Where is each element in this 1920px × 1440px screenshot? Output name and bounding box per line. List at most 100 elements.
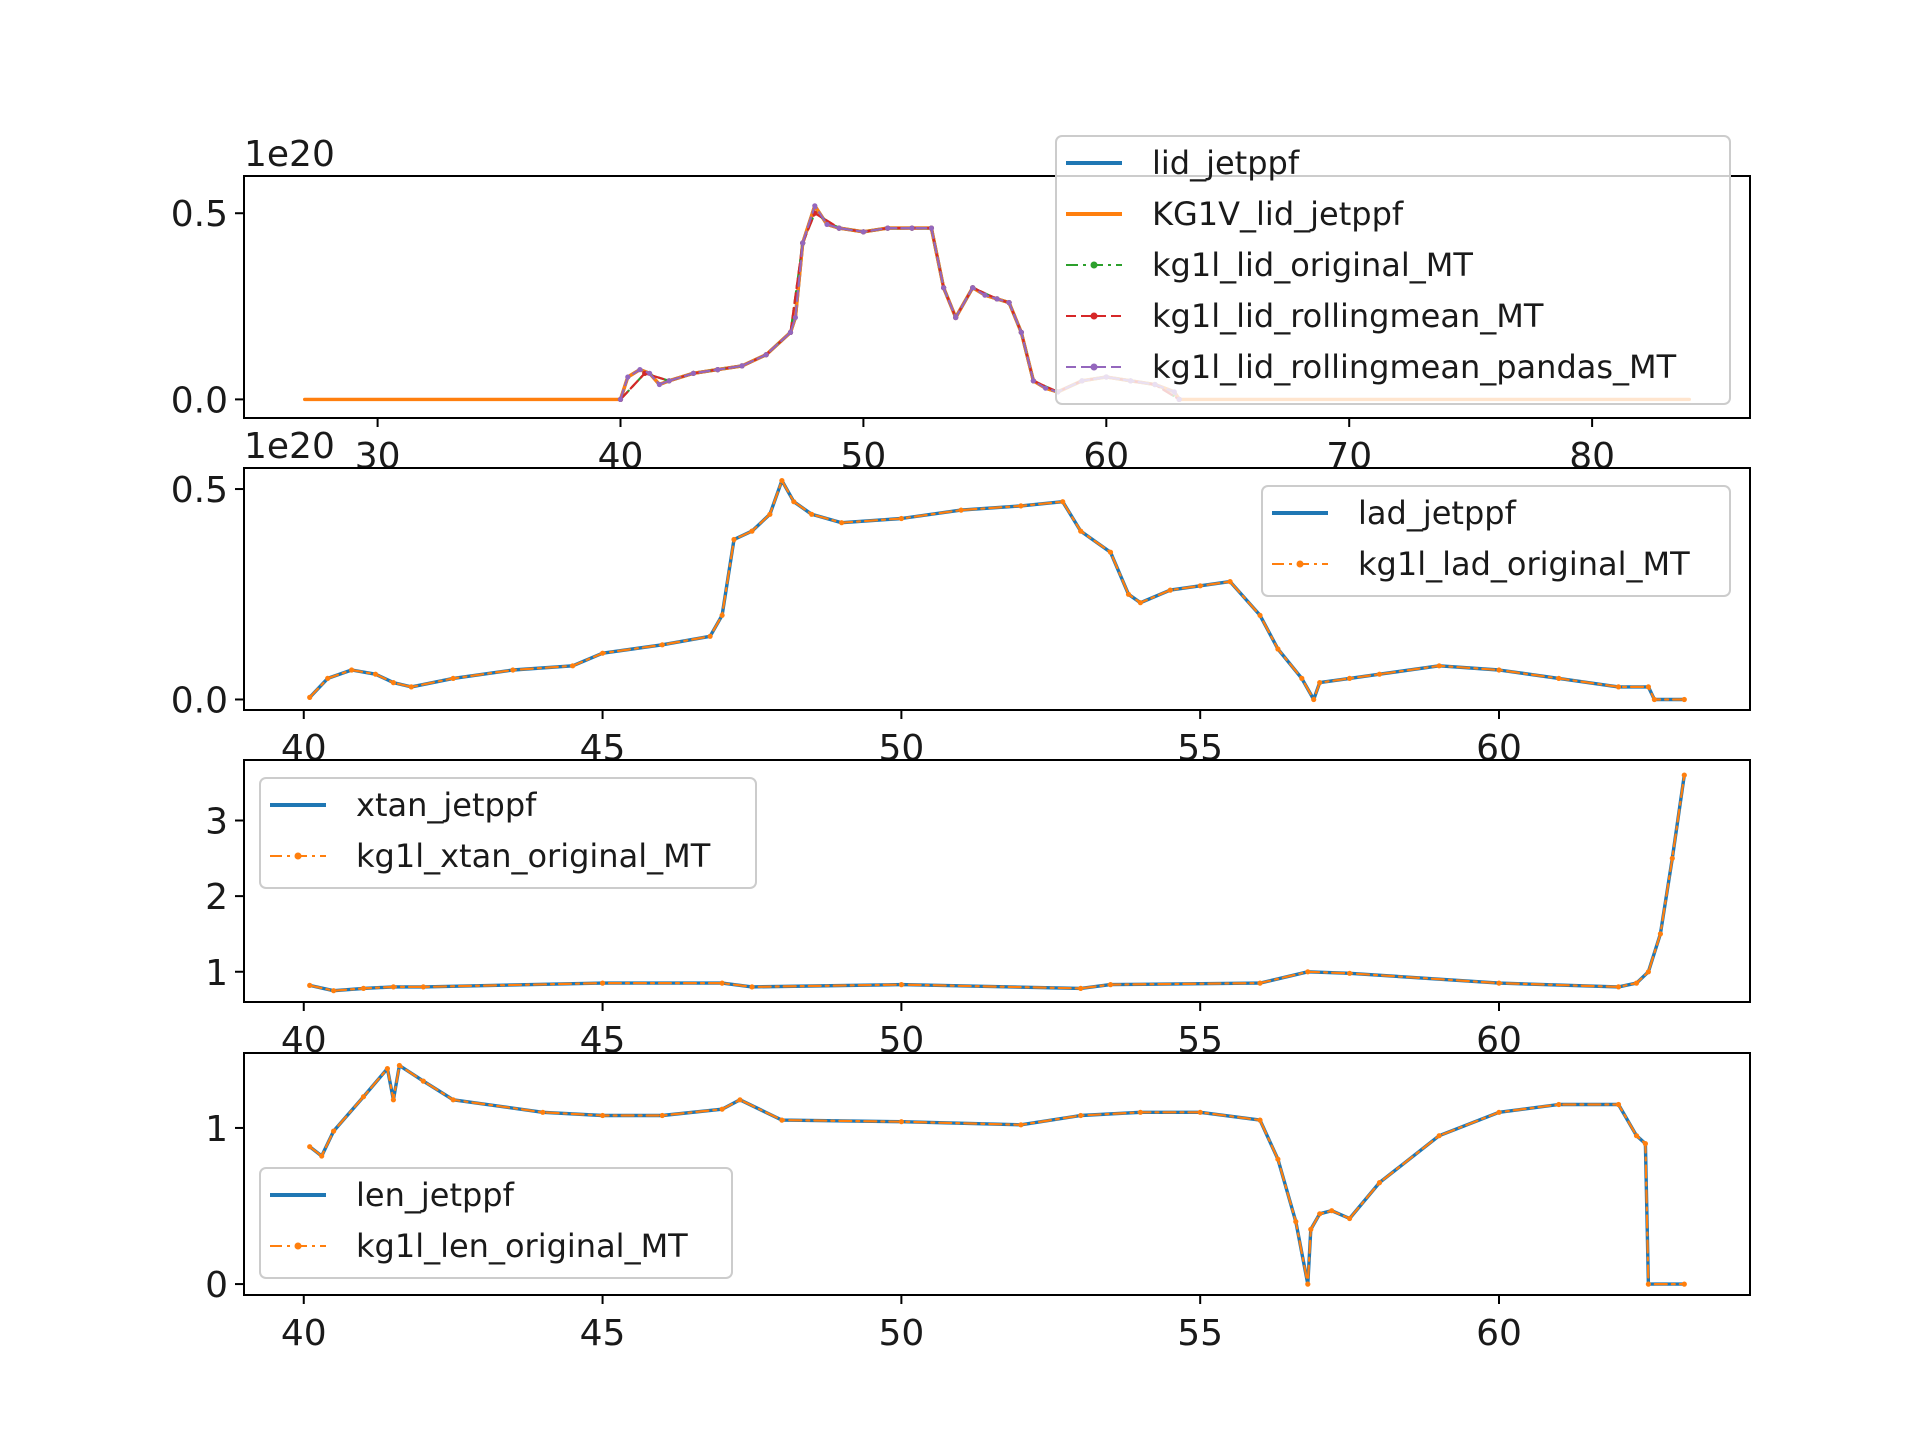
y-offset-label: 1e20 — [244, 134, 335, 175]
data-point-kg1l_len_original_MT — [1018, 1122, 1024, 1128]
data-point-kg1l_len_original_MT — [779, 1117, 785, 1123]
legend: len_jetppf kg1l_len_original_MT — [259, 1167, 733, 1279]
data-point-kg1l_lad_original_MT — [1556, 675, 1562, 682]
data-point-kg1l_lid_rollingmean_pandas_MT — [812, 203, 818, 209]
data-point-kg1l_xtan_original_MT — [898, 982, 905, 988]
data-point-kg1l_xtan_original_MT — [307, 982, 313, 989]
data-point-kg1l_lad_original_MT — [1317, 680, 1323, 686]
data-point-kg1l_xtan_original_MT — [1633, 980, 1640, 986]
data-point-kg1l_len_original_MT — [384, 1066, 390, 1072]
data-point-kg1l_len_original_MT — [1681, 1281, 1687, 1287]
data-point-kg1l_lid_rollingmean_pandas_MT — [690, 370, 697, 376]
data-point-kg1l_len_original_MT — [1376, 1180, 1383, 1186]
x-tick-label: 40 — [281, 1020, 327, 1061]
data-point-kg1l_len_original_MT — [1436, 1133, 1442, 1139]
data-point-kg1l_len_original_MT — [307, 1144, 313, 1150]
data-point-kg1l_len_original_MT — [1329, 1208, 1335, 1214]
data-point-kg1l_len_original_MT — [390, 1097, 396, 1103]
data-point-kg1l_len_original_MT — [1556, 1101, 1562, 1108]
data-point-kg1l_lad_original_MT — [1376, 671, 1383, 677]
data-point-kg1l_lad_original_MT — [390, 680, 396, 686]
data-point-kg1l_lid_rollingmean_pandas_MT — [928, 225, 935, 231]
data-point-kg1l_len_original_MT — [659, 1112, 665, 1119]
data-point-kg1l_lad_original_MT — [719, 612, 725, 618]
data-point-kg1l_lid_rollingmean_pandas_MT — [792, 314, 799, 321]
legend: xtan_jetppf kg1l_xtan_original_MT — [259, 777, 757, 889]
data-point-kg1l_lid_rollingmean_pandas_MT — [1018, 329, 1024, 335]
y-tick-label: 0.5 — [171, 470, 228, 511]
legend-marker — [294, 852, 302, 860]
data-point-kg1l_xtan_original_MT — [1347, 970, 1353, 976]
axes-frame — [243, 467, 1751, 711]
data-point-kg1l_len_original_MT — [1275, 1156, 1281, 1162]
legend-label: kg1l_lid_rollingmean_pandas_MT — [1152, 348, 1677, 386]
x-tick-label: 80 — [1569, 436, 1615, 477]
data-point-kg1l_lad_original_MT — [958, 507, 964, 513]
data-point-kg1l_len_original_MT — [1642, 1141, 1648, 1147]
data-point-kg1l_xtan_original_MT — [600, 980, 606, 986]
x-tick-label: 50 — [878, 728, 924, 769]
data-point-kg1l_xtan_original_MT — [1305, 969, 1311, 975]
y-tick-label: 1 — [205, 1109, 228, 1150]
subplot-3: 40 45 50 55 60 1 2 3 — [205, 759, 1751, 1061]
data-point-kg1l_xtan_original_MT — [420, 984, 426, 990]
data-point-kg1l_lad_original_MT — [600, 650, 606, 656]
data-point-kg1l_len_original_MT — [396, 1062, 402, 1069]
data-point-kg1l_xtan_original_MT — [1107, 982, 1114, 988]
data-point-kg1l_lad_original_MT — [1651, 696, 1657, 703]
data-point-kg1l_xtan_original_MT — [1078, 985, 1084, 992]
data-point-kg1l_lid_rollingmean_pandas_MT — [836, 225, 842, 231]
data-point-kg1l_lid_rollingmean_pandas_MT — [885, 225, 891, 231]
data-point-kg1l_len_original_MT — [1078, 1112, 1084, 1119]
y-tick-label: 3 — [205, 802, 228, 843]
legend-marker — [1090, 363, 1098, 371]
data-point-kg1l_len_original_MT — [1633, 1133, 1640, 1139]
legend: lid_jetppf KG1V_lid_jetppf kg1l_lid_origin… — [1055, 135, 1731, 405]
data-point-kg1l_len_original_MT — [1197, 1109, 1203, 1115]
data-point-kg1l_len_original_MT — [600, 1112, 606, 1119]
data-point-kg1l_lad_original_MT — [1436, 663, 1442, 669]
legend-label: KG1V_lid_jetppf — [1152, 195, 1404, 233]
data-point-kg1l_lad_original_MT — [659, 642, 665, 648]
data-point-kg1l_lad_original_MT — [1299, 675, 1305, 682]
data-point-kg1l_xtan_original_MT — [331, 988, 337, 994]
legend-label: xtan_jetppf — [356, 786, 537, 824]
data-point-kg1l_lad_original_MT — [707, 633, 713, 639]
legend: lad_jetppf kg1l_lad_original_MT — [1261, 485, 1731, 597]
data-point-kg1l_lid_rollingmean_pandas_MT — [994, 296, 1000, 302]
data-point-kg1l_xtan_original_MT — [1657, 931, 1663, 937]
x-tick-label: 60 — [1476, 728, 1522, 769]
data-point-kg1l_lid_rollingmean_pandas_MT — [787, 329, 794, 335]
legend-label: kg1l_xtan_original_MT — [356, 837, 711, 875]
data-point-kg1l_xtan_original_MT — [1645, 969, 1651, 975]
legend-label: lad_jetppf — [1358, 494, 1517, 532]
data-point-kg1l_lad_original_MT — [767, 511, 773, 517]
x-tick-label: 45 — [580, 1313, 626, 1354]
legend-marker — [1296, 560, 1304, 568]
data-point-kg1l_lid_rollingmean_pandas_MT — [953, 314, 959, 321]
legend-marker — [294, 1242, 302, 1250]
x-tick-label: 55 — [1177, 1313, 1223, 1354]
y-offset-label: 1e20 — [244, 426, 335, 467]
data-point-kg1l_lad_original_MT — [1257, 612, 1263, 618]
data-point-kg1l_lad_original_MT — [731, 536, 737, 543]
data-point-kg1l_lid_rollingmean_pandas_MT — [970, 285, 976, 291]
legend-box — [1261, 485, 1731, 597]
data-point-kg1l_len_original_MT — [1347, 1215, 1353, 1222]
x-tick-label: 55 — [1177, 728, 1223, 769]
legend-label: lid_jetppf — [1152, 144, 1300, 182]
data-point-kg1l_len_original_MT — [1257, 1117, 1263, 1123]
subplot-4: 40 45 50 55 60 0 1 — [205, 1052, 1751, 1354]
data-point-kg1l_lad_original_MT — [1107, 549, 1114, 555]
data-point-kg1l_lad_original_MT — [791, 499, 797, 505]
x-tick-label: 70 — [1326, 436, 1372, 477]
data-point-kg1l_lid_rollingmean_pandas_MT — [800, 240, 806, 246]
data-point-kg1l_len_original_MT — [420, 1078, 426, 1084]
data-point-kg1l_lid_rollingmean_pandas_MT — [715, 367, 721, 373]
x-tick-label: 40 — [598, 436, 644, 477]
legend-box — [259, 1167, 733, 1279]
data-point-kg1l_lad_original_MT — [839, 520, 845, 526]
data-point-kg1l_lid_rollingmean_pandas_MT — [647, 370, 653, 376]
data-point-kg1l_len_original_MT — [1308, 1226, 1314, 1232]
data-point-kg1l_len_original_MT — [540, 1109, 546, 1115]
